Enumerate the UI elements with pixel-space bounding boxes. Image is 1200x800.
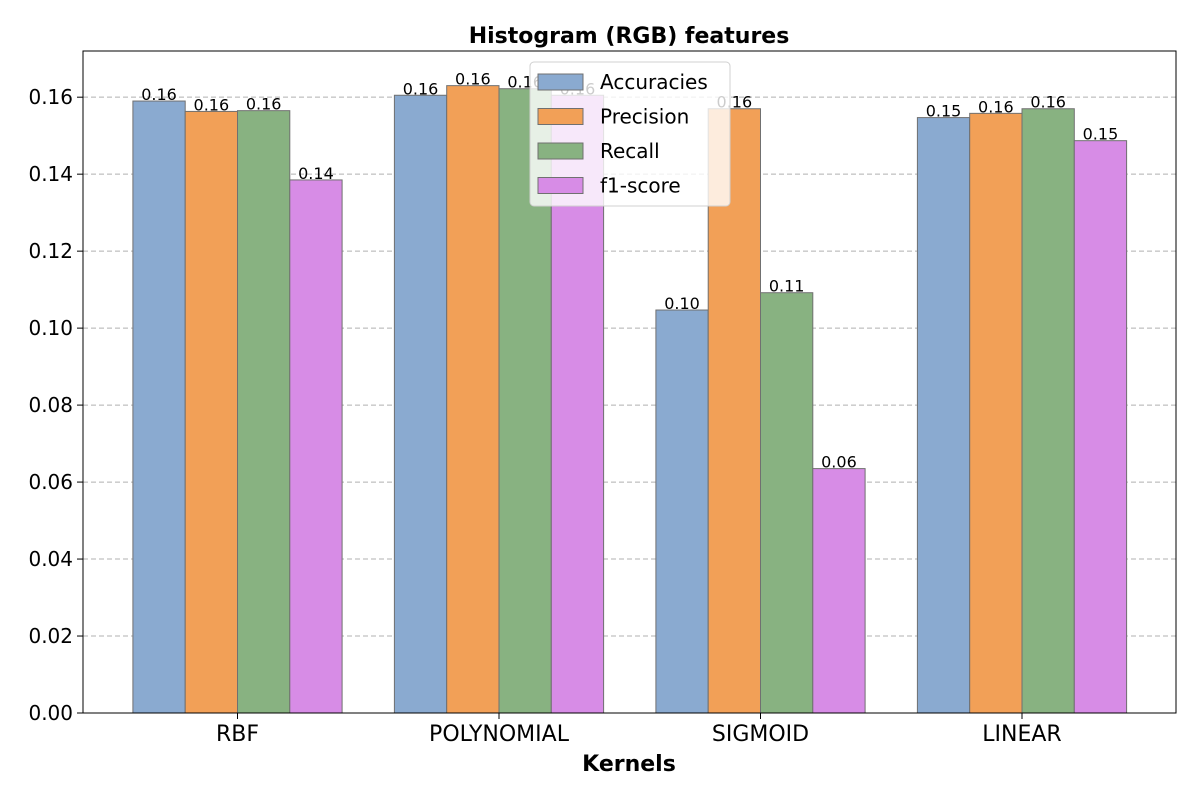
y-tick-label: 0.16 [28,85,73,109]
y-tick-label: 0.06 [28,470,73,494]
bar [1073,140,1128,714]
x-tick-label: POLYNOMIAL [429,722,570,747]
bar [132,100,186,714]
legend-swatch [537,177,584,194]
legend-label: Accuracies [600,70,708,94]
y-tick-label: 0.14 [28,162,73,186]
bar-value-label: 0.16 [455,70,491,89]
bar-value-label: 0.15 [1083,125,1119,144]
y-tick-label: 0.00 [28,701,73,725]
y-tick-label: 0.08 [28,393,73,417]
bar [760,292,814,714]
x-tick-label: RBF [216,722,259,747]
legend-swatch [537,108,584,125]
x-tick-label: SIGMOID [712,722,809,747]
x-axis-title: Kernels [582,752,676,777]
bar-value-label: 0.16 [1030,93,1066,112]
bar-value-label: 0.15 [926,102,962,121]
y-axis-ticks: 0.00 0.02 0.04 0.06 0.08 0.10 0.12 0.14 0.16 [28,85,83,725]
bar [916,117,971,714]
bar [289,179,343,714]
legend-swatch [537,142,584,160]
bar [393,94,448,714]
y-tick-label: 0.12 [28,239,73,263]
bar-value-label: 0.16 [978,97,1014,116]
x-tick-label: LINEAR [982,722,1061,747]
bars [132,85,1128,714]
bar [237,110,291,714]
bar [1021,108,1075,714]
bar-value-label: 0.11 [769,277,805,296]
legend-label: Precision [600,105,689,129]
legend-box [529,61,731,207]
legend-label: Recall [600,139,660,163]
bar [184,110,238,714]
bar [655,309,709,714]
bar-value-label: 0.10 [664,294,700,313]
y-tick-label: 0.04 [28,547,73,571]
bar-value-label: 0.16 [194,95,230,114]
bar-value-label: 0.16 [141,85,177,104]
plot-frame [82,50,1177,714]
bar [707,108,762,714]
bar [812,468,866,714]
bar [969,112,1023,714]
x-axis-ticks: RBF POLYNOMIAL SIGMOID LINEAR [216,713,1062,747]
y-tick-label: 0.02 [28,624,73,648]
bar-value-label: 0.16 [246,95,282,114]
chart-title: Histogram (RGB) features [469,24,790,49]
bar-value-label: 0.14 [298,164,334,183]
bar [446,85,500,714]
legend: Accuracies Precision Recall f1-score [529,61,731,207]
bar-value-label: 0.06 [821,453,857,472]
y-tick-label: 0.10 [28,316,73,340]
bar-value-label: 0.16 [403,79,439,98]
legend-label: f1-score [600,174,681,198]
legend-swatch [537,73,584,91]
